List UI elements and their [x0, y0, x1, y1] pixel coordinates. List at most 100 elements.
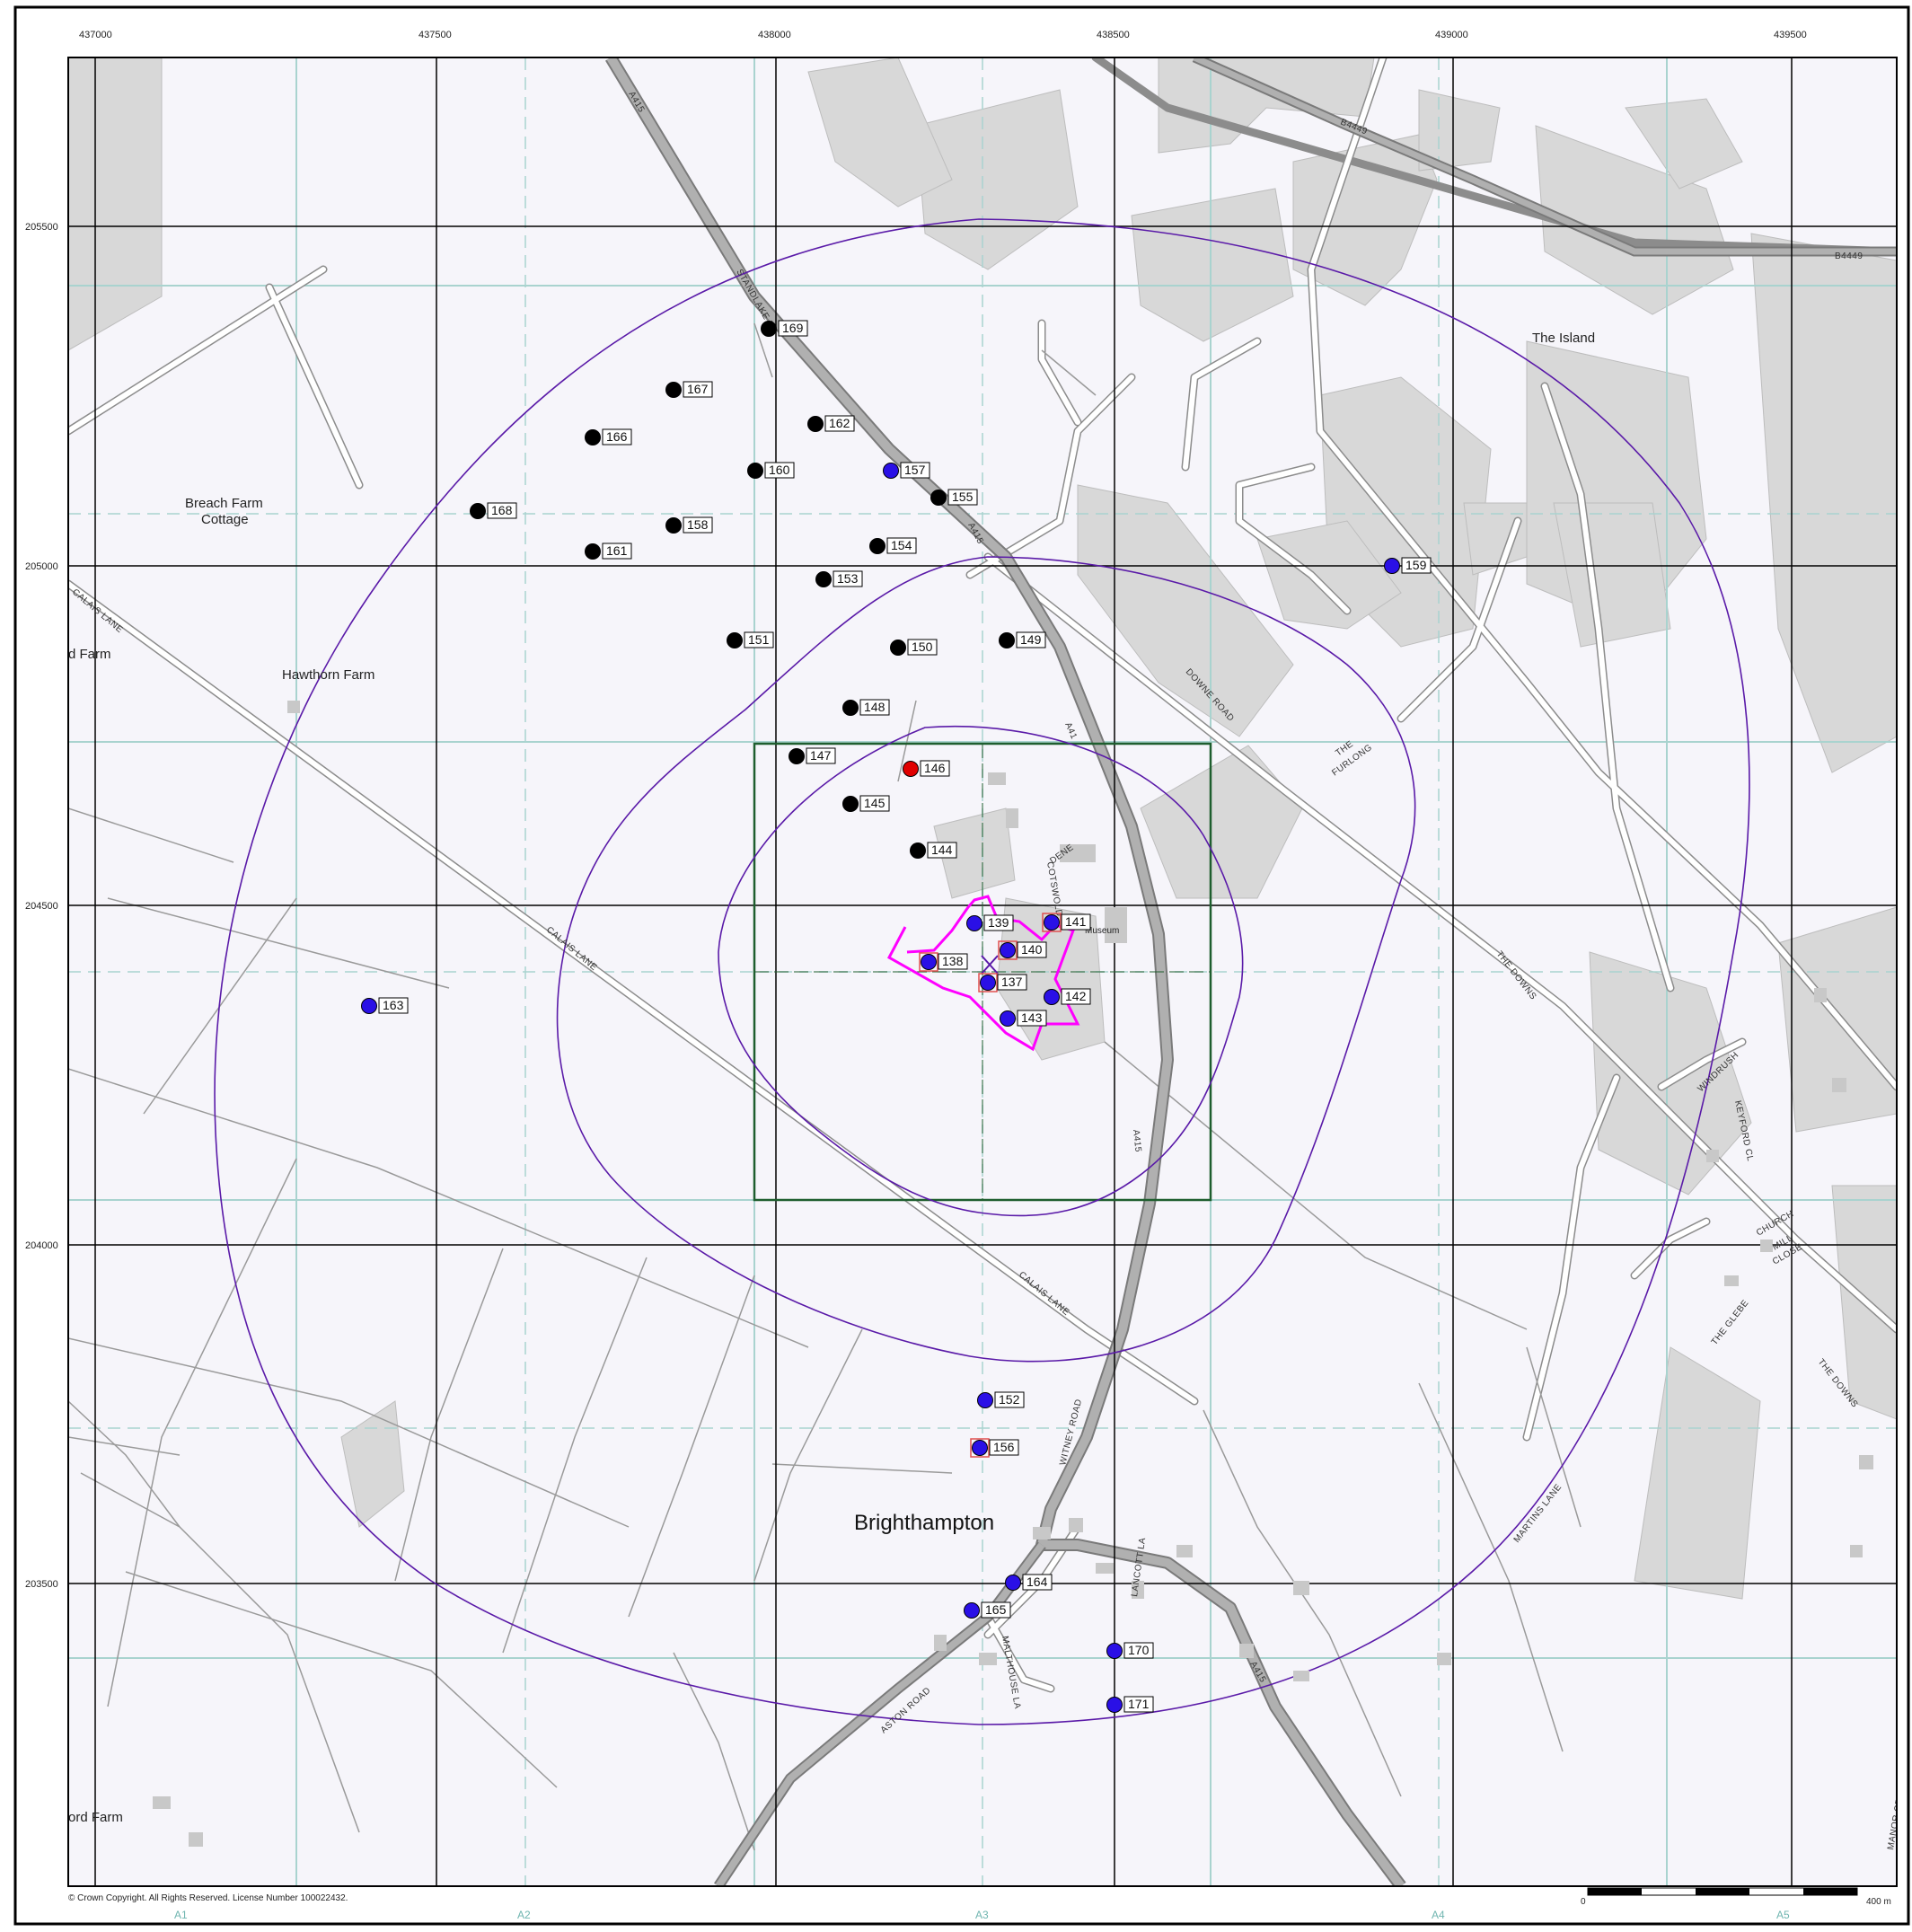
point-label: 165 [985, 1602, 1007, 1617]
point-marker[interactable] [585, 543, 601, 560]
map-point[interactable]: 145 [842, 795, 890, 812]
map-point[interactable]: 166 [585, 428, 632, 446]
point-marker[interactable] [665, 517, 682, 534]
point-label: 147 [810, 748, 832, 763]
point-marker[interactable] [1106, 1697, 1123, 1713]
point-label-box [833, 570, 863, 587]
map-point[interactable]: 143 [1000, 1010, 1047, 1027]
point-marker[interactable] [842, 700, 859, 716]
point-marker[interactable] [842, 796, 859, 812]
place-d-farm: d Farm [68, 647, 111, 662]
point-marker[interactable] [1106, 1643, 1123, 1659]
point-marker[interactable] [361, 998, 377, 1014]
map-point[interactable]: 158 [665, 516, 713, 534]
point-marker[interactable] [761, 321, 777, 337]
point-marker[interactable] [890, 640, 906, 656]
road-label-manor: MANOR CR [1886, 1797, 1905, 1850]
map-point[interactable]: 157 [883, 462, 930, 479]
map-point[interactable]: 148 [842, 699, 890, 716]
place-museum: Museum [1085, 926, 1119, 936]
point-marker[interactable] [999, 632, 1015, 648]
map-point[interactable]: 156 [970, 1438, 1019, 1458]
map-point[interactable]: 162 [807, 415, 855, 432]
map-point[interactable]: 154 [869, 537, 917, 554]
point-marker[interactable] [869, 538, 886, 554]
point-highlight-box [970, 1438, 990, 1458]
point-label: 162 [829, 416, 850, 430]
point-label-box [927, 842, 957, 859]
map-point[interactable]: 171 [1106, 1696, 1154, 1713]
point-marker[interactable] [1044, 989, 1060, 1005]
map-point[interactable]: 149 [999, 631, 1046, 648]
map-point[interactable]: 141 [1042, 913, 1091, 932]
point-label: 168 [491, 503, 513, 517]
place-hawthorn-farm: Hawthorn Farm [282, 667, 374, 683]
grid-square-label: A5 [1776, 1909, 1790, 1921]
point-marker[interactable] [1005, 1575, 1021, 1591]
map-point[interactable]: 160 [747, 462, 795, 479]
map-point[interactable]: 169 [761, 320, 808, 337]
map-point[interactable]: 164 [1005, 1574, 1053, 1591]
map-point[interactable]: 138 [919, 952, 968, 972]
map-point[interactable]: 140 [998, 940, 1047, 960]
point-marker[interactable] [883, 463, 899, 479]
map-point[interactable]: 163 [361, 997, 409, 1014]
point-marker[interactable] [470, 503, 486, 519]
point-label-box [824, 415, 855, 432]
point-label: 155 [952, 490, 974, 504]
point-marker[interactable] [789, 748, 805, 764]
point-marker[interactable] [807, 416, 824, 432]
point-marker[interactable] [977, 1392, 993, 1408]
point-label-box [1401, 557, 1432, 574]
map-point[interactable]: 165 [964, 1601, 1011, 1619]
point-label-box [602, 543, 632, 560]
point-label: 160 [769, 463, 790, 477]
point-marker[interactable] [585, 429, 601, 446]
point-label: 137 [1001, 975, 1023, 989]
point-marker[interactable] [930, 490, 947, 506]
point-marker[interactable] [1044, 914, 1060, 931]
map-point[interactable]: 137 [978, 973, 1027, 992]
easting-tick: 437000 [79, 30, 112, 40]
map-point[interactable]: 168 [470, 502, 517, 519]
map-point[interactable]: 150 [890, 639, 938, 656]
point-label-box [806, 747, 836, 764]
map-point[interactable]: 159 [1384, 557, 1432, 574]
map-point[interactable]: 144 [910, 842, 957, 859]
map-border [67, 57, 1898, 1887]
map-point[interactable]: 146 [903, 760, 950, 777]
point-marker[interactable] [665, 382, 682, 398]
point-marker[interactable] [980, 975, 996, 991]
field-boundaries [68, 322, 1582, 1851]
map-point[interactable]: 170 [1106, 1642, 1154, 1659]
map-point[interactable]: 152 [977, 1391, 1025, 1408]
map-point[interactable]: 153 [815, 570, 863, 587]
point-marker[interactable] [966, 915, 982, 931]
point-marker[interactable] [1384, 558, 1400, 574]
point-marker[interactable] [1000, 1010, 1016, 1027]
point-marker[interactable] [972, 1440, 988, 1456]
point-label: 171 [1128, 1697, 1150, 1711]
map-point[interactable]: 139 [966, 914, 1014, 931]
point-marker[interactable] [903, 761, 919, 777]
map-point[interactable]: 161 [585, 543, 632, 560]
point-marker[interactable] [921, 954, 937, 970]
point-marker[interactable] [747, 463, 763, 479]
map-point[interactable]: 155 [930, 489, 978, 506]
map-point[interactable]: 167 [665, 381, 713, 398]
map-point[interactable]: 142 [1044, 988, 1091, 1005]
point-marker[interactable] [964, 1602, 980, 1619]
point-marker[interactable] [727, 632, 743, 648]
scale-end: 400 m [1866, 1897, 1891, 1907]
map-point[interactable]: 151 [727, 631, 774, 648]
point-marker[interactable] [1000, 942, 1016, 958]
map-point[interactable]: 147 [789, 747, 836, 764]
point-label-box [907, 639, 938, 656]
point-label-box [1123, 1642, 1154, 1659]
point-label: 161 [606, 543, 628, 558]
point-label-box [683, 516, 713, 534]
point-marker[interactable] [910, 842, 926, 859]
point-marker[interactable] [815, 571, 832, 587]
points-layer: 137 138 139 140 141 142 143 144 145 146 147 148 149 1… [361, 320, 1432, 1713]
